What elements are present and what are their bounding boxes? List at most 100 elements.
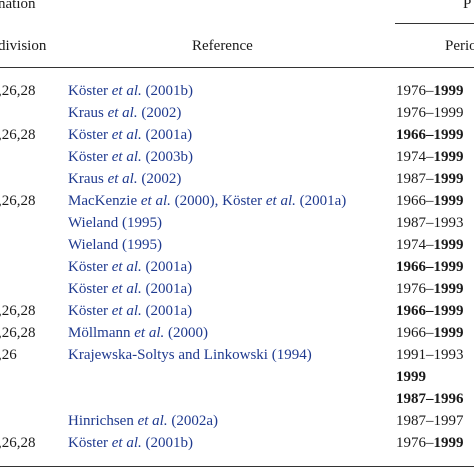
reference-part: (2001a) [295, 193, 347, 209]
period-part: 1999 [433, 281, 464, 297]
period-part: 1991–1993 [396, 347, 464, 363]
cell-reference[interactable]: Kraus et al. (2002) [68, 106, 181, 121]
reference-part: et al. [107, 105, 138, 121]
cell-period: 1987–1997 [396, 414, 464, 429]
reference-part: et al. [111, 127, 142, 143]
period-part: 1999 [433, 83, 464, 99]
period-part: 1966–1999 [396, 127, 464, 143]
cell-period: 1966–1999 [396, 304, 464, 319]
cell-division: ,26,28 [0, 83, 36, 99]
reference-part: (2001a) [141, 281, 193, 297]
cell-period: 1976–1999 [396, 282, 464, 297]
cell-reference[interactable]: MacKenzie et al. (2000), Köster et al. (… [68, 194, 346, 209]
bottom-rule [0, 466, 474, 467]
reference-part: Köster [68, 127, 112, 143]
cell-reference[interactable]: Köster et al. (2001b) [68, 436, 193, 451]
cell-reference[interactable]: Köster et al. (2001a) [68, 260, 192, 275]
reference-part: et al. [111, 83, 142, 99]
period-part: 1999 [433, 149, 464, 165]
reference-part: (2003b) [141, 149, 194, 165]
reference-part: MacKenzie [68, 193, 141, 209]
reference-part: Köster [68, 83, 112, 99]
cell-reference[interactable]: Wieland (1995) [68, 238, 162, 253]
header-period: Perio [445, 38, 474, 54]
cell-division: ,26,28 [0, 127, 36, 143]
reference-part: et al. [265, 193, 296, 209]
cell-reference[interactable]: Köster et al. (2001b) [68, 84, 193, 99]
cell-period: 1987–1996 [396, 392, 464, 407]
reference-part: (2000) [164, 325, 208, 341]
cell-division: ,26,28 [0, 325, 36, 341]
period-part: 1987–1996 [396, 391, 464, 407]
cell-reference[interactable]: Möllmann et al. (2000) [68, 326, 208, 341]
period-part: 1966–1999 [396, 259, 464, 275]
period-part: 1999 [433, 325, 464, 341]
cell-period: 1974–1999 [396, 238, 464, 253]
cell-reference[interactable]: Wieland (1995) [68, 216, 162, 231]
period-part: 1999 [396, 369, 426, 385]
reference-part: (2001b) [141, 435, 194, 451]
header-group-left: nation [0, 0, 36, 12]
reference-part: Kraus [68, 105, 108, 121]
period-part: 1999 [433, 435, 464, 451]
reference-part: (2001a) [141, 259, 193, 275]
cell-period: 1976–1999 [396, 436, 464, 451]
cell-period: 1999 [396, 370, 426, 385]
period-part: 1974– [396, 149, 434, 165]
cell-division: ,26 [0, 347, 17, 363]
cell-period: 1987–1993 [396, 216, 464, 231]
period-part: 1999 [433, 237, 464, 253]
period-part: 1999 [433, 193, 464, 209]
header-division: division [0, 38, 47, 54]
reference-part: (2001b) [141, 83, 194, 99]
cell-reference[interactable]: Kraus et al. (2002) [68, 172, 181, 187]
period-part: 1976– [396, 83, 434, 99]
cell-reference[interactable]: Köster et al. (2001a) [68, 304, 192, 319]
reference-part: et al. [111, 149, 142, 165]
reference-part: Köster [68, 435, 112, 451]
reference-part: Möllmann [68, 325, 135, 341]
period-part: 1976– [396, 435, 434, 451]
cell-period: 1976–1999 [396, 106, 464, 121]
reference-part: et al. [107, 171, 138, 187]
period-part: 1966– [396, 193, 434, 209]
cell-period: 1974–1999 [396, 150, 464, 165]
cell-period: 1991–1993 [396, 348, 464, 363]
cell-reference[interactable]: Köster et al. (2001a) [68, 128, 192, 143]
reference-part: (2001a) [141, 303, 193, 319]
reference-part: (2002) [137, 171, 182, 187]
header-group-right: P [463, 0, 472, 12]
reference-part: et al. [137, 413, 168, 429]
cell-reference[interactable]: Krajewska-Soltys and Linkowski (1994) [68, 348, 312, 363]
period-part: 1999 [433, 171, 464, 187]
reference-part: Krajewska-Soltys and Linkowski (1994) [68, 347, 312, 363]
cell-division: ,26,28 [0, 303, 36, 319]
period-part: 1966– [396, 325, 434, 341]
cell-reference[interactable]: Köster et al. (2003b) [68, 150, 193, 165]
period-part: 1987–1993 [396, 215, 464, 231]
reference-part: (2002) [137, 105, 182, 121]
cell-period: 1966–1999 [396, 326, 464, 341]
cell-period: 1966–1999 [396, 194, 464, 209]
period-part: 1987– [396, 171, 434, 187]
reference-part: et al. [111, 303, 142, 319]
cell-division: ,26,28 [0, 193, 36, 209]
cell-division: ,26,28 [0, 435, 36, 451]
period-part: 1974– [396, 237, 434, 253]
reference-part: Köster [68, 281, 112, 297]
reference-part: et al. [111, 259, 142, 275]
reference-part: (2002a) [167, 413, 218, 429]
reference-part: Köster [68, 149, 112, 165]
reference-part: Wieland (1995) [68, 215, 162, 231]
period-part: 1976– [396, 281, 434, 297]
reference-part: et al. [140, 193, 171, 209]
reference-part: Hinrichsen [68, 413, 138, 429]
cell-period: 1966–1999 [396, 128, 464, 143]
cell-reference[interactable]: Köster et al. (2001a) [68, 282, 192, 297]
reference-part: et al. [111, 281, 142, 297]
cell-reference[interactable]: Hinrichsen et al. (2002a) [68, 414, 218, 429]
reference-part: et al. [134, 325, 165, 341]
reference-part: Köster [68, 303, 112, 319]
reference-part: (2000), Köster [170, 193, 266, 209]
header-group-rule-right [395, 23, 474, 24]
